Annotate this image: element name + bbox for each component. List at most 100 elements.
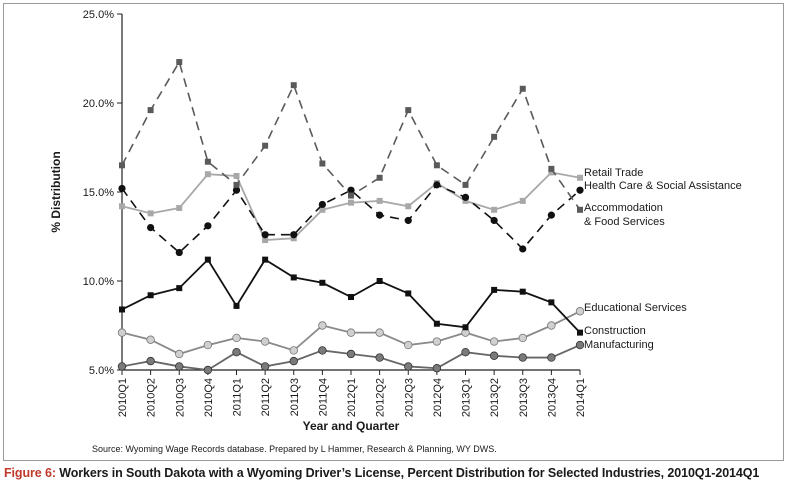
data-point [204,171,211,178]
data-point [404,216,412,225]
figure-label: Figure 6: [4,466,56,480]
x-tick-label: 2011Q1 [232,378,244,416]
data-point [348,294,354,301]
data-point [547,211,555,219]
data-point [290,231,298,239]
series-label: Construction [584,325,646,337]
data-point [203,340,213,350]
data-point [548,165,555,172]
data-point [404,362,413,371]
data-point [119,306,125,313]
source-note: Source: Wyoming Wage Records database. P… [92,444,497,454]
series-construction [119,256,583,336]
chart-axes: 5.0% 10.0% 15.0% 20.0% 25.0% 2010Q1 2010Q2 2010… [83,9,587,417]
series-label: Educational Services [584,302,687,314]
data-point [175,248,183,257]
series-label: Manufacturing [584,339,654,351]
chart-svg: 5.0% 10.0% 15.0% 20.0% 25.0% 2010Q1 2010Q2 2010… [49,9,742,454]
data-point [491,286,498,293]
data-point [490,216,498,225]
data-point [346,328,356,337]
data-point [519,85,526,92]
data-point [491,133,498,140]
data-point [462,324,469,331]
data-point [461,348,470,357]
data-point [147,107,154,114]
data-point [233,302,240,309]
data-point [319,160,326,167]
data-point [433,320,440,327]
x-tick-label: 2012Q4 [432,378,444,417]
y-tick-label: 25.0% [83,9,114,21]
data-point [119,162,125,169]
data-point [548,169,555,176]
data-point [318,321,327,330]
series-retail-trade [119,169,583,244]
data-point [319,279,326,286]
data-point [489,351,499,360]
data-point [519,197,526,204]
series-health-care-social-assistance [118,181,584,257]
data-point [348,199,354,206]
data-point [233,181,240,188]
data-point [119,203,125,210]
data-point [203,365,213,375]
data-point [318,346,327,355]
data-point [405,203,412,210]
data-point [262,142,269,149]
data-point [405,290,412,297]
data-point [433,162,440,169]
data-point [376,197,383,204]
data-point [404,340,413,350]
data-point [147,224,155,232]
data-point [146,335,155,344]
data-point [117,328,127,337]
data-point [262,256,269,263]
x-tick-label: 2010Q4 [203,378,215,417]
data-point [204,256,211,263]
x-tick-label: 2011Q4 [317,378,329,416]
data-point [146,356,155,366]
data-point [147,292,154,299]
chart-frame [3,3,784,461]
data-point [461,193,470,201]
data-point [175,362,184,371]
data-point [290,82,297,89]
x-tick-label: 2010Q3 [174,378,186,417]
x-tick-label: 2012Q3 [403,378,415,417]
data-point [289,346,298,355]
x-tick-label: 2013Q1 [461,378,473,417]
x-tick-label: 2012Q1 [346,378,358,417]
y-tick-label: 5.0% [89,365,114,377]
y-tick-label: 15.0% [83,187,114,199]
data-point [519,245,527,253]
data-point [576,186,584,194]
data-point [232,186,241,194]
x-tick-label: 2010Q1 [117,378,129,417]
series-line [121,183,581,254]
data-point [262,237,269,244]
data-point [176,205,183,212]
data-point [233,172,240,179]
y-tick-label: 20.0% [83,98,114,110]
figure-caption-text: Workers in South Dakota with a Wyoming D… [55,466,760,480]
data-point [518,353,527,362]
data-point [577,206,583,213]
data-point [204,222,212,230]
series-line [121,171,581,241]
y-axis-title: % Distribution [49,151,63,232]
data-point [433,181,441,189]
data-point [376,174,383,181]
data-point [547,353,556,362]
series-accommodation-food-services [119,59,583,213]
data-point [117,362,127,371]
data-point [376,211,384,219]
data-point [432,364,442,373]
data-point [405,107,412,114]
data-point [147,210,154,217]
data-point [577,174,583,181]
x-tick-label: 2013Q3 [518,378,530,417]
x-tick-label: 2014Q1 [575,378,587,417]
x-tick-label: 2012Q2 [375,378,387,417]
